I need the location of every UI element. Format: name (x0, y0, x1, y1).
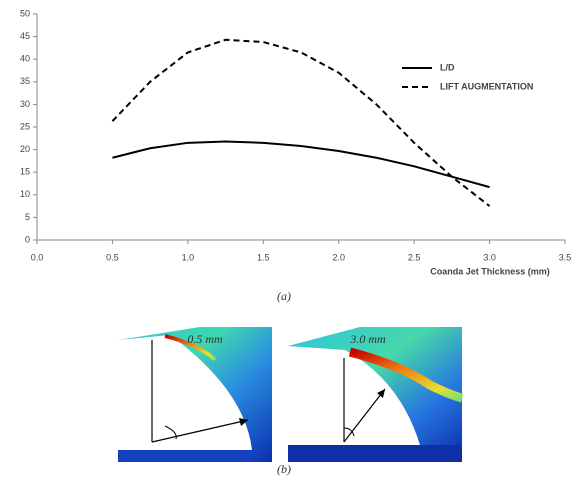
x-tick-label: 2.0 (332, 252, 345, 262)
line (111, 38, 491, 207)
y-tick-label: 25 (20, 121, 30, 131)
y-tick-label: 0 (25, 234, 30, 244)
y-tick-label: 50 (20, 8, 30, 18)
flow-panel-left (118, 327, 272, 462)
x-tick-label: 0.0 (31, 252, 44, 262)
line (112, 140, 490, 189)
x-tick-label: 2.5 (408, 252, 421, 262)
line-chart: 0 5 10 15 20 25 30 35 40 45 50 0.0 0.5 1.0 1.5 2.0 2.5 3.… (20, 8, 571, 276)
x-tick-label: 3.5 (559, 252, 572, 262)
y-tick-label: 5 (25, 212, 30, 222)
legend-label: L/D (440, 62, 455, 72)
y-tick-label: 20 (20, 144, 30, 154)
x-tick-label: 3.0 (483, 252, 496, 262)
legend-label: LIFT AUGMENTATION (440, 81, 533, 91)
x-tick-label: 1.0 (182, 252, 195, 262)
y-tick-label: 10 (20, 189, 30, 199)
panel-label: 3.0 mm (349, 332, 386, 346)
y-tick-label: 30 (20, 99, 30, 109)
x-tick-label: 0.5 (106, 252, 119, 262)
y-tick-label: 40 (20, 54, 30, 64)
x-axis-title: Coanda Jet Thickness (mm) (430, 266, 550, 276)
caption: (b) (277, 462, 291, 476)
y-tick-label: 45 (20, 31, 30, 41)
panel-label: 0.5 mm (187, 332, 223, 346)
caption: (a) (277, 289, 291, 303)
y-tick-label: 15 (20, 167, 30, 177)
flow-panel-right (288, 327, 464, 462)
y-tick-label: 35 (20, 76, 30, 86)
x-tick-label: 1.5 (257, 252, 270, 262)
